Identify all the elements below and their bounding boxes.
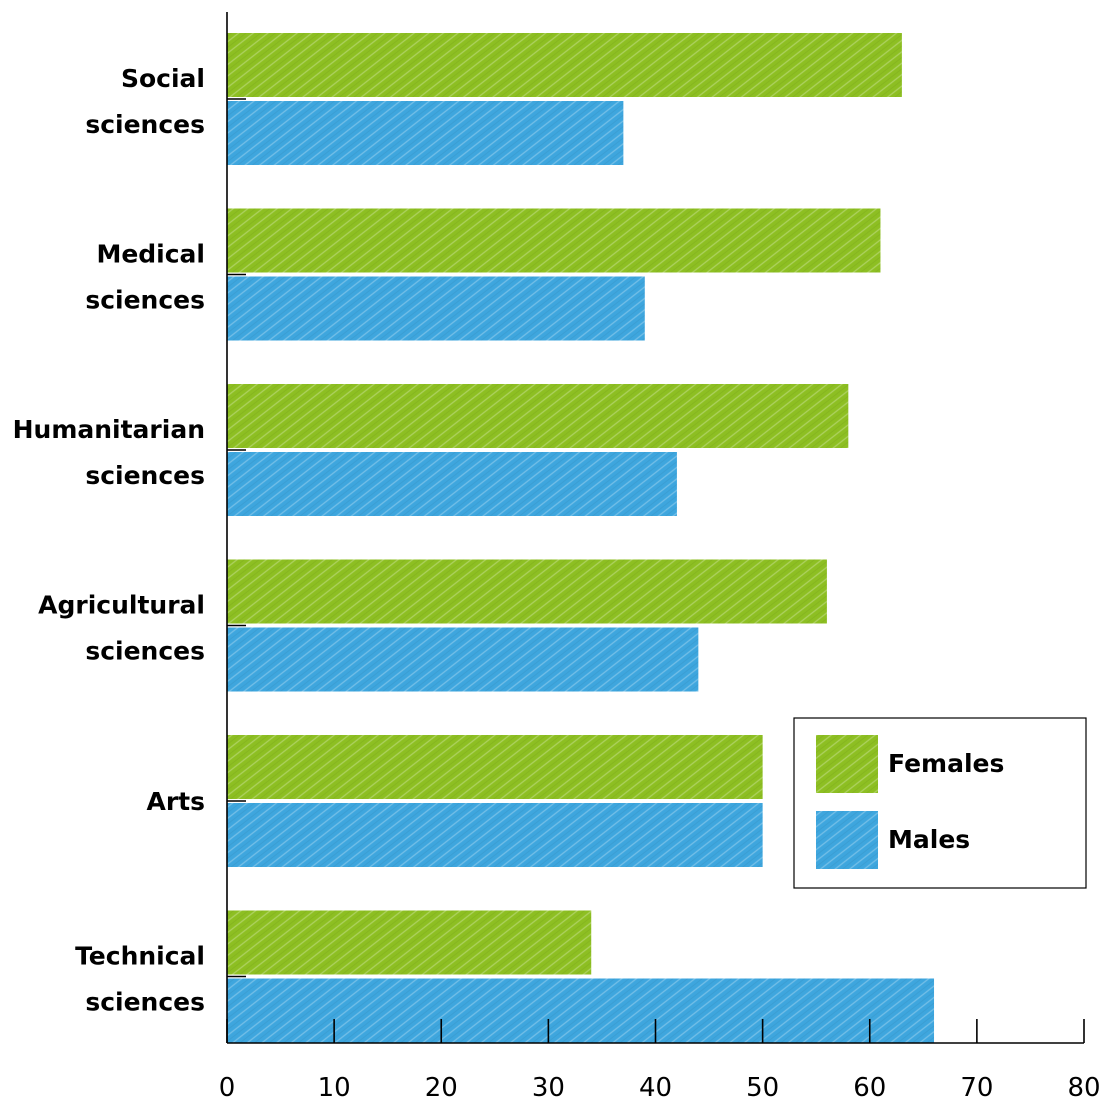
bar-texture-males-5 [227, 978, 935, 1043]
x-tick-label-80: 80 [1067, 1073, 1100, 1103]
x-tick-label-30: 30 [532, 1073, 565, 1103]
legend-label-females: Females [888, 749, 1004, 778]
legend: Females Males [793, 717, 1087, 889]
bar-texture-females-5 [227, 910, 592, 975]
x-tick-label-20: 20 [425, 1073, 458, 1103]
bar-texture-males-3 [227, 627, 699, 692]
legend-swatch-texture-males [816, 811, 878, 869]
bar-texture-males-1 [227, 276, 645, 341]
bar-texture-females-2 [227, 384, 849, 448]
x-ticks: 0 10 20 30 40 50 60 70 80 [219, 1019, 1101, 1103]
category-label-2: Humanitarian sciences [13, 415, 205, 490]
bar-texture-females-0 [227, 33, 902, 97]
legend-label-males: Males [888, 825, 970, 854]
category-label-0: Social sciences [85, 64, 205, 139]
category-label-4: Arts [146, 787, 205, 816]
bar-texture-males-4 [227, 803, 763, 867]
category-label-3: Agricultural sciences [38, 591, 205, 666]
bars-group [227, 33, 935, 1043]
x-tick-label-40: 40 [639, 1073, 672, 1103]
bar-texture-males-0 [227, 101, 624, 165]
legend-swatch-texture-females [816, 735, 878, 793]
x-tick-label-50: 50 [746, 1073, 779, 1103]
bar-texture-females-3 [227, 559, 827, 624]
category-labels: Social sciences Medical sciences Humanitaria… [13, 64, 205, 1017]
bar-texture-males-2 [227, 452, 677, 516]
x-tick-label-0: 0 [219, 1073, 236, 1103]
x-tick-label-10: 10 [318, 1073, 351, 1103]
x-tick-label-60: 60 [853, 1073, 886, 1103]
bar-texture-females-1 [227, 208, 881, 273]
category-label-1: Medical sciences [85, 240, 205, 315]
category-label-5: Technical sciences [75, 942, 205, 1017]
x-tick-label-70: 70 [960, 1073, 993, 1103]
bar-texture-females-4 [227, 735, 763, 799]
